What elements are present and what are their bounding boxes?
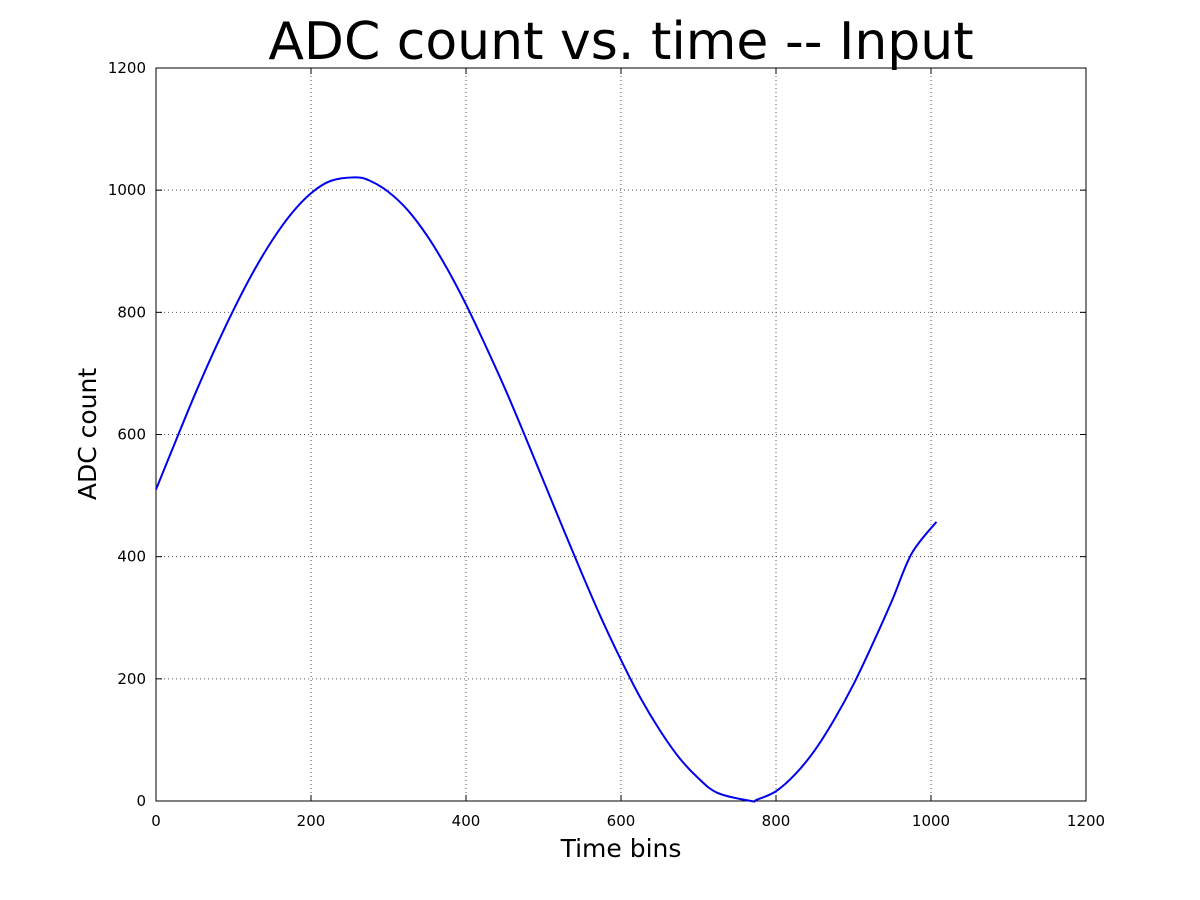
grid-lines xyxy=(156,68,1086,801)
y-tick-label: 1200 xyxy=(108,59,146,77)
x-tick-label: 400 xyxy=(452,812,481,830)
x-axis-label: Time bins xyxy=(560,834,682,863)
y-tick-label: 0 xyxy=(136,792,146,810)
x-tick-label: 1200 xyxy=(1067,812,1105,830)
y-axis-label: ADC count xyxy=(73,368,102,500)
axis-ticks xyxy=(155,67,1087,802)
y-tick-label: 800 xyxy=(117,303,146,321)
y-tick-label: 600 xyxy=(117,426,146,444)
y-tick-label: 200 xyxy=(117,670,146,688)
y-axis-tick-labels: 0 200 400 600 800 1000 1200 xyxy=(108,59,146,810)
x-axis-tick-labels: 0 200 400 600 800 1000 1200 xyxy=(151,812,1105,830)
chart-title: ADC count vs. time -- Input xyxy=(268,12,973,72)
x-tick-label: 800 xyxy=(762,812,791,830)
x-tick-label: 0 xyxy=(151,812,161,830)
x-tick-label: 1000 xyxy=(912,812,950,830)
x-tick-label: 200 xyxy=(297,812,326,830)
series-line xyxy=(155,176,938,803)
y-tick-label: 1000 xyxy=(108,181,146,199)
x-tick-label: 600 xyxy=(607,812,636,830)
y-tick-label: 400 xyxy=(117,548,146,566)
